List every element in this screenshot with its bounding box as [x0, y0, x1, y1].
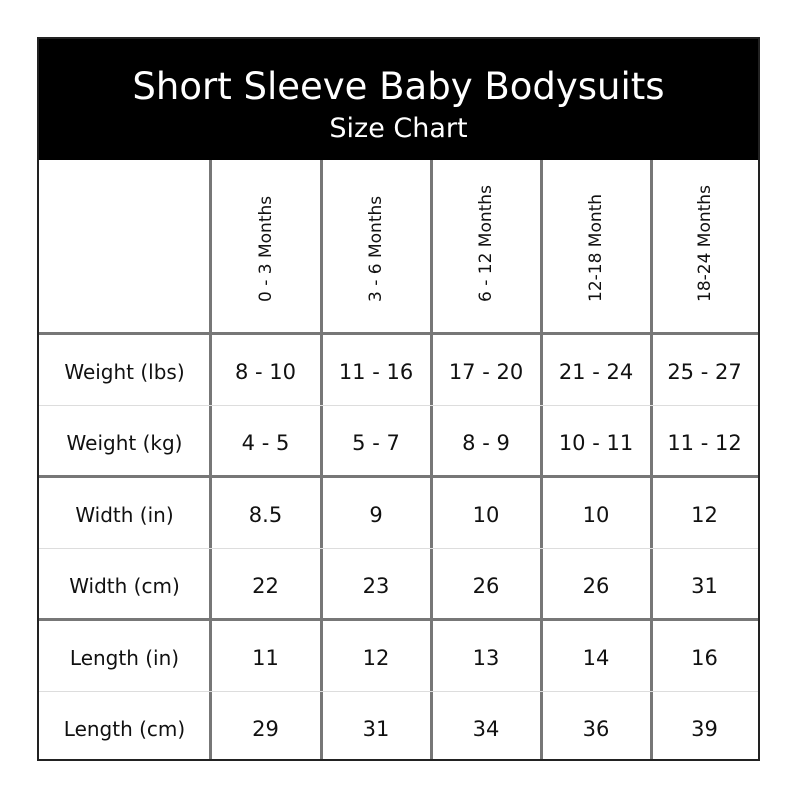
chart-title: Short Sleeve Baby Bodysuits	[132, 65, 665, 108]
table-cell: 29	[252, 717, 279, 741]
table-cell: 26	[582, 574, 610, 598]
column-header-label: 0 - 3 Months	[255, 195, 276, 302]
row-divider	[39, 548, 758, 549]
column-header-label: 3 - 6 Months	[366, 195, 386, 302]
table-cell: 25 - 27	[667, 360, 742, 384]
table-cell: 36	[582, 717, 610, 741]
column-divider	[320, 160, 323, 759]
column-divider	[650, 160, 653, 759]
column-header-label: 12-18 Month	[586, 193, 606, 302]
table-cell: 8.5	[248, 503, 283, 527]
column-header-label: 18-24 Months	[694, 185, 715, 302]
table-cell: 12	[362, 646, 390, 670]
column-divider	[430, 160, 433, 759]
row-label: Weight (lbs)	[64, 360, 185, 384]
row-label: Width (cm)	[69, 574, 180, 598]
table-cell: 10	[472, 503, 500, 527]
table-cell: 23	[362, 574, 390, 598]
table-cell: 13	[472, 646, 500, 670]
row-group-divider	[39, 475, 758, 478]
row-group-divider	[39, 332, 758, 335]
table-cell: 8 - 10	[234, 360, 296, 384]
row-label: Length (in)	[69, 646, 180, 670]
chart-subtitle: Size Chart	[329, 113, 468, 144]
table-cell: 31	[691, 574, 718, 598]
row-label: Weight (kg)	[66, 431, 183, 455]
row-label: Length (cm)	[63, 717, 186, 741]
column-divider	[540, 160, 543, 759]
table-cell: 16	[691, 646, 718, 670]
chart-header: Short Sleeve Baby Bodysuits Size Chart	[39, 39, 758, 160]
table-cell: 9	[369, 503, 383, 527]
table-cell: 4 - 5	[241, 431, 290, 455]
column-header: 6 - 12 Months	[431, 160, 541, 334]
table-cell: 11	[252, 646, 279, 670]
column-header: 0 - 3 Months	[210, 160, 321, 334]
table-cell: 5 - 7	[352, 431, 400, 455]
table-cell: 10 - 11	[558, 431, 634, 455]
row-divider	[39, 405, 758, 406]
column-header: 12-18 Month	[541, 160, 651, 334]
row-divider	[39, 691, 758, 692]
size-chart: Short Sleeve Baby Bodysuits Size Chart 0…	[37, 37, 760, 761]
table-cell: 10	[582, 503, 610, 527]
table-cell: 14	[582, 646, 610, 670]
table-cell: 17 - 20	[448, 360, 524, 384]
row-label: Width (in)	[75, 503, 174, 527]
table-cell: 11 - 16	[338, 360, 414, 384]
table-cell: 8 - 9	[462, 431, 510, 455]
table-cell: 31	[362, 717, 390, 741]
column-divider	[209, 160, 212, 759]
table-cell: 11 - 12	[667, 431, 742, 455]
row-group-divider	[39, 618, 758, 621]
column-header: 18-24 Months	[651, 160, 758, 334]
table-cell: 26	[472, 574, 500, 598]
column-header: 3 - 6 Months	[321, 160, 431, 334]
column-header-label: 6 - 12 Months	[476, 185, 496, 302]
table-cell: 34	[472, 717, 500, 741]
table-cell: 39	[691, 717, 718, 741]
table-cell: 22	[252, 574, 279, 598]
table-cell: 21 - 24	[558, 360, 634, 384]
table-cell: 12	[691, 503, 718, 527]
